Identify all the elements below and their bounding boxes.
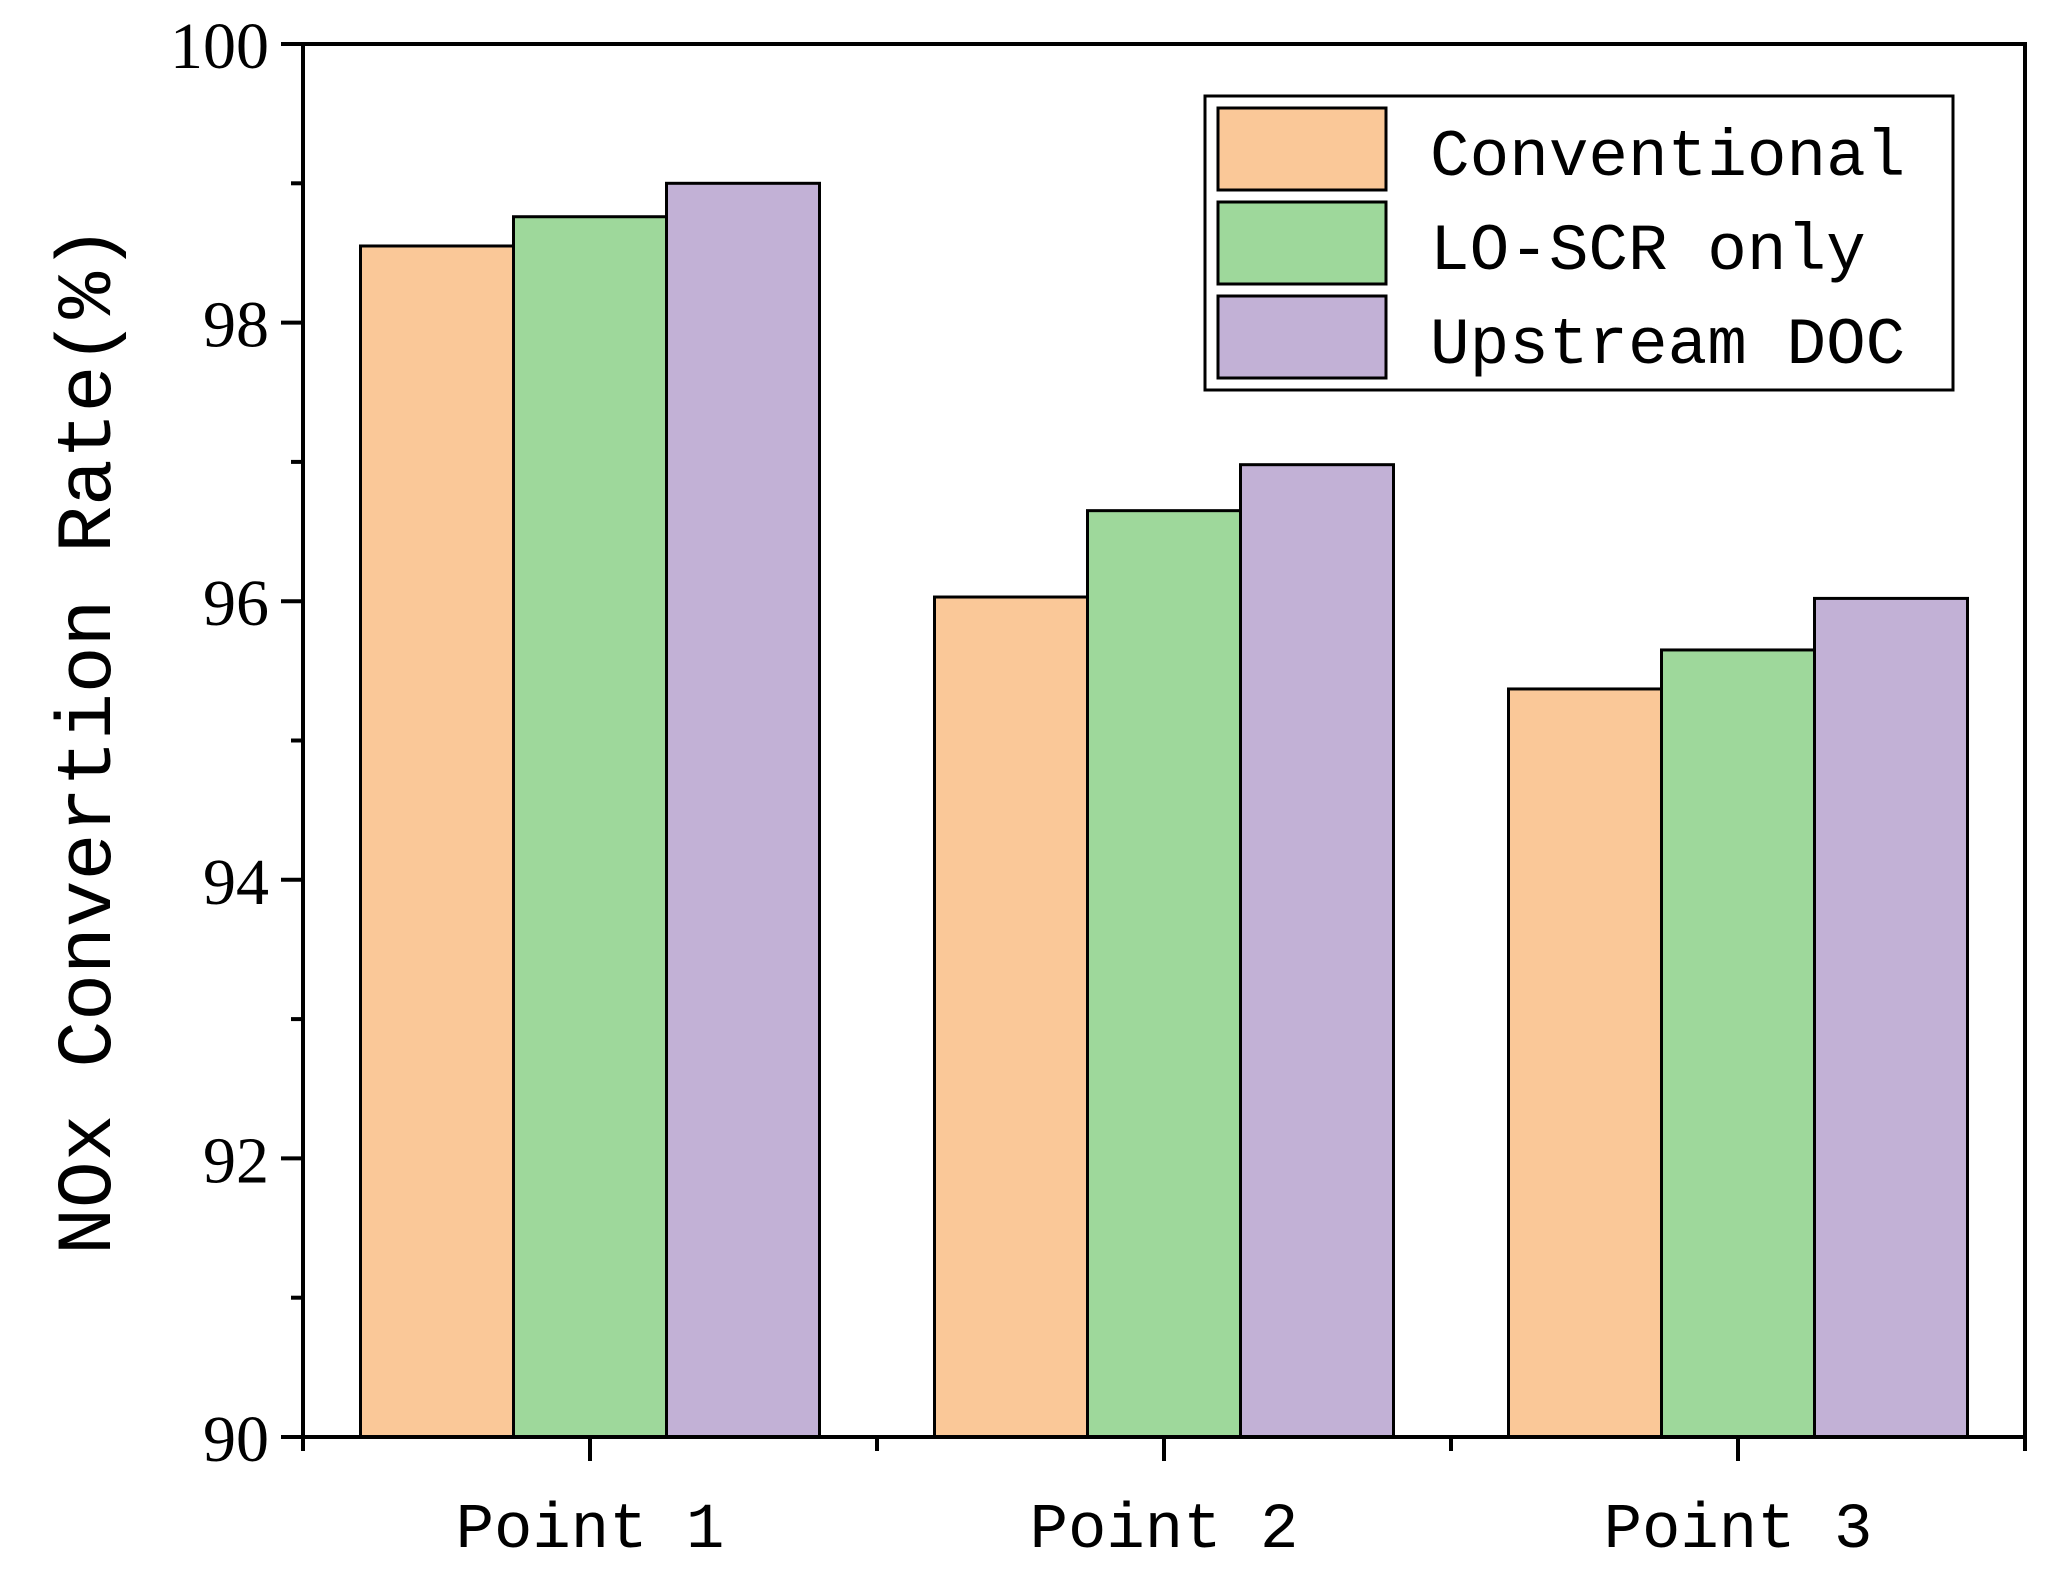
- bar-upstream-doc-point-2: [1239, 463, 1395, 1439]
- bar-conventional-point-3: [1507, 687, 1663, 1439]
- bar-lo-scr-only-point-1: [512, 215, 668, 1439]
- legend: Conventional LO-SCR only Upstream DOC: [1203, 94, 1955, 392]
- legend-swatch-upstream-doc: [1216, 294, 1388, 380]
- legend-swatch-conventional: [1216, 106, 1388, 192]
- legend-label-conventional: Conventional: [1430, 120, 1905, 195]
- legend-label-lo-scr-only: LO-SCR only: [1430, 214, 1866, 289]
- axes-group: Point 1 Point 2 Point 3 90 92 94 96 98 100: [170, 10, 2027, 1567]
- y-tick-label-98: 98: [203, 289, 269, 362]
- legend-label-upstream-doc: Upstream DOC: [1430, 308, 1905, 383]
- bars-group: [359, 181, 1969, 1439]
- y-tick-label-100: 100: [170, 10, 269, 83]
- legend-swatch-lo-scr-only: [1216, 200, 1388, 286]
- x-tick-label-point-1: Point 1: [456, 1495, 725, 1567]
- bar-conventional-point-1: [359, 244, 515, 1439]
- y-tick-label-94: 94: [203, 846, 269, 919]
- y-tick-label-92: 92: [203, 1124, 269, 1197]
- bar-lo-scr-only-point-2: [1086, 509, 1242, 1439]
- bar-upstream-doc-point-3: [1813, 596, 1969, 1439]
- x-tick-label-point-2: Point 2: [1030, 1495, 1299, 1567]
- y-tick-label-96: 96: [203, 567, 269, 640]
- bar-lo-scr-only-point-3: [1660, 648, 1816, 1439]
- bar-conventional-point-2: [933, 595, 1089, 1439]
- y-axis-label: NOx Convertion Rate(%): [46, 225, 134, 1255]
- bar-upstream-doc-point-1: [665, 181, 821, 1439]
- x-tick-label-point-3: Point 3: [1604, 1495, 1873, 1567]
- y-tick-label-90: 90: [203, 1403, 269, 1476]
